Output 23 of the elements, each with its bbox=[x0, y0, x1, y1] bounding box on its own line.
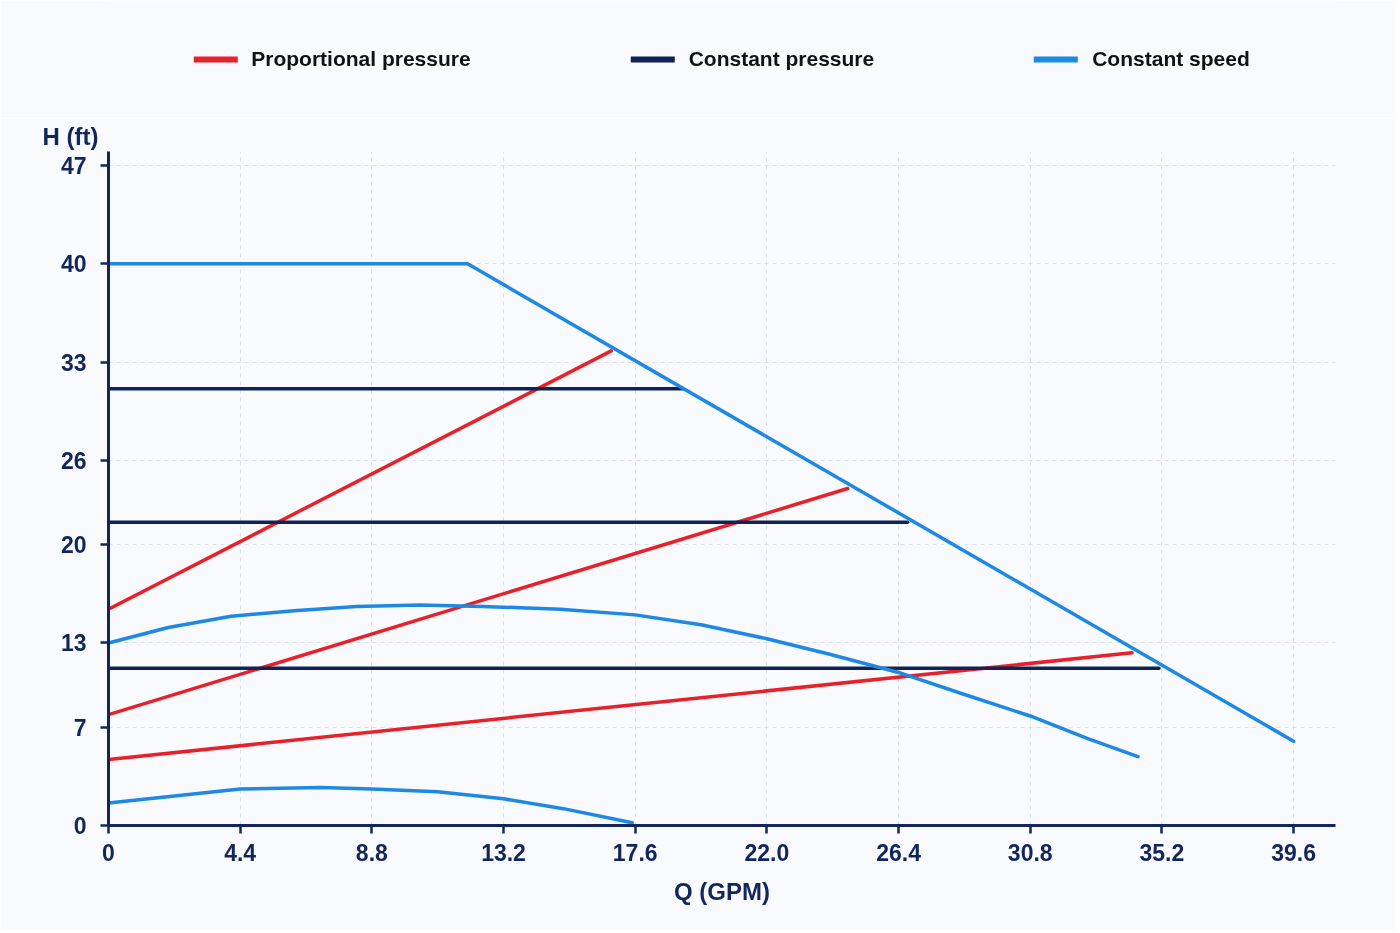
y-tick-label: 13 bbox=[60, 630, 87, 657]
x-tick-label: 17.6 bbox=[612, 839, 658, 866]
x-tick-label: 4.4 bbox=[224, 839, 257, 866]
x-tick-label: 0 bbox=[102, 839, 115, 866]
x-tick-label: 30.8 bbox=[1007, 839, 1053, 866]
x-tick-label: 35.2 bbox=[1139, 839, 1185, 866]
y-tick-label: 7 bbox=[73, 714, 87, 741]
legend-label: Proportional pressure bbox=[251, 47, 471, 71]
y-axis-title: H (ft) bbox=[42, 122, 99, 150]
legend-label: Constant speed bbox=[1092, 47, 1250, 71]
y-tick-label: 40 bbox=[60, 251, 87, 278]
y-tick-label: 47 bbox=[60, 153, 87, 180]
x-tick-label: 13.2 bbox=[481, 839, 526, 866]
y-tick-label: 20 bbox=[60, 532, 87, 559]
x-tick-label: 22.0 bbox=[744, 839, 790, 866]
y-tick-label: 33 bbox=[60, 349, 87, 376]
x-tick-label: 8.8 bbox=[355, 839, 389, 866]
y-tick-label: 26 bbox=[60, 447, 87, 474]
x-tick-label: 26.4 bbox=[876, 839, 922, 866]
legend-label: Constant pressure bbox=[688, 47, 875, 71]
x-tick-label: 39.6 bbox=[1271, 839, 1316, 866]
x-axis-title: Q (GPM) bbox=[674, 877, 771, 905]
y-tick-label: 0 bbox=[73, 813, 87, 839]
